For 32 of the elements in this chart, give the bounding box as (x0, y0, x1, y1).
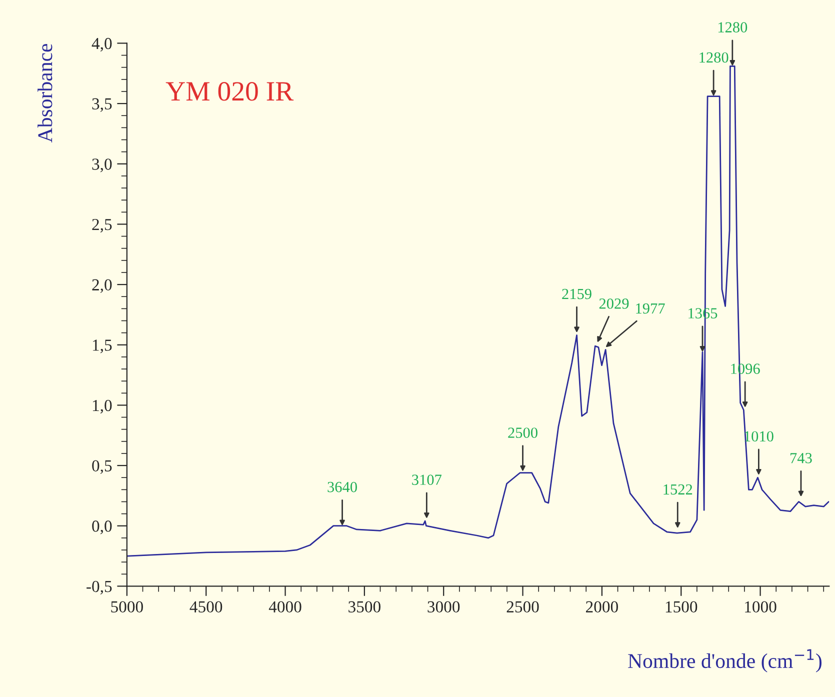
x-tick-label: 3000 (428, 601, 460, 612)
y-tick-label: -0,5 (86, 580, 112, 595)
y-tick-label: 0,5 (92, 460, 112, 474)
annotation: 1977 (636, 303, 665, 314)
annotation: 743 (790, 452, 812, 464)
y-tick-label: 0,0 (92, 520, 112, 534)
annotation: 2159 (562, 288, 592, 300)
y-tick-label: 1,0 (92, 400, 112, 414)
y-tick-label: 3,0 (92, 158, 112, 172)
x-tick-label: 1500 (666, 601, 698, 612)
annotation: 3107 (412, 474, 442, 485)
y-tick-label: 1,5 (92, 340, 112, 354)
annotation: 1280 (718, 22, 748, 32)
y-tick-label: 3,5 (92, 98, 112, 112)
x-tick-label: 5000 (111, 601, 143, 612)
annotation: 2500 (508, 428, 538, 438)
x-tick-label: 4000 (268, 601, 302, 612)
y-tick-label: 2,0 (92, 279, 112, 293)
y-tick-label: 2,5 (92, 218, 112, 233)
y-axis-title: Absorbance (38, 44, 52, 143)
annotation: 3640 (328, 482, 357, 492)
text: YM 020 IR (166, 82, 294, 101)
x-tick-label: 3500 (348, 601, 380, 612)
x-tick-label: 1000 (745, 601, 776, 612)
annotation: 2029 (599, 298, 629, 309)
x-tick-label: 4500 (190, 601, 222, 612)
x-tick-label: 2500 (506, 601, 539, 612)
x-axis-title: Nombre d'onde (cm$^{−1}$) (628, 649, 822, 672)
annotation: 1522 (664, 484, 692, 495)
annotation: 1280 (700, 52, 728, 63)
y-tick-label: 4,0 (92, 38, 112, 52)
x-tick-label: 2000 (586, 601, 618, 612)
